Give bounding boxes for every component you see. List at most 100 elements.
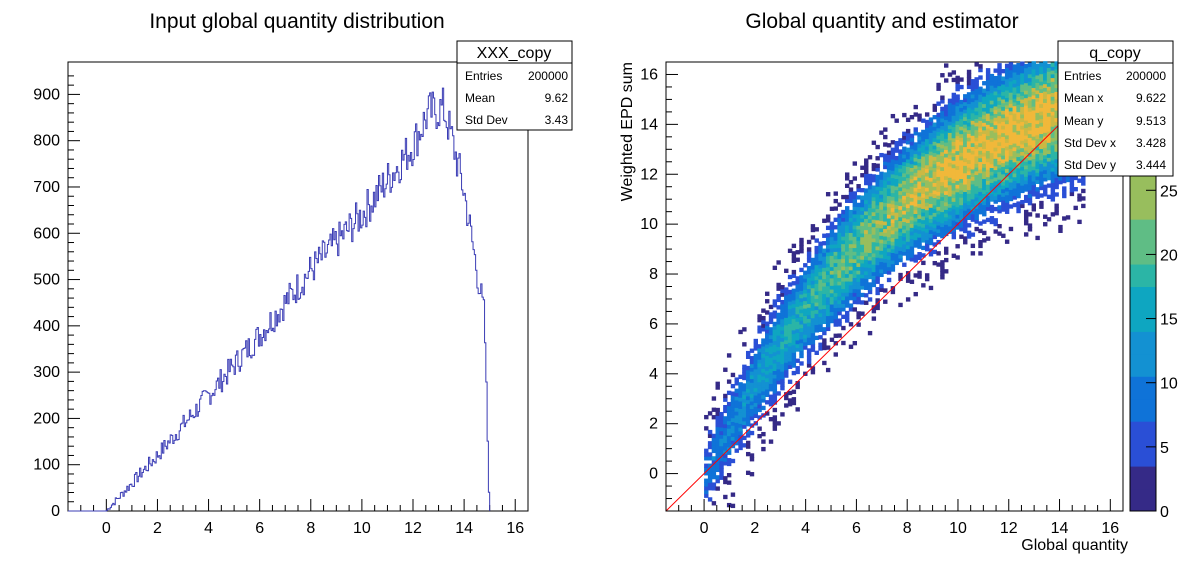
heat-cell: [993, 98, 998, 103]
heat-cell: [780, 314, 785, 320]
heat-cell: [757, 362, 762, 368]
heat-cell: [810, 261, 816, 266]
heat-cell: [1012, 142, 1017, 148]
heat-cell: [921, 133, 926, 138]
heat-cell: [1062, 175, 1067, 180]
heat-cell: [890, 192, 896, 197]
heat-cell: [963, 213, 968, 219]
heat-cell: [871, 245, 877, 250]
heat-cell: [833, 314, 838, 320]
heat-cell: [879, 171, 884, 177]
heat-cell: [795, 336, 800, 341]
heat-cell: [909, 216, 915, 221]
heat-cell: [936, 202, 941, 207]
heat-cell: [745, 451, 751, 457]
heat-cell: [864, 281, 869, 287]
heat-cell: [1043, 150, 1048, 156]
heat-cell: [726, 428, 732, 433]
heat-cell: [951, 163, 957, 169]
heat-cell: [1039, 118, 1044, 123]
x-tick-label: 2: [153, 520, 162, 537]
heat-cell: [894, 238, 899, 243]
heat-cell: [795, 332, 800, 337]
heat-cell: [959, 133, 964, 138]
heat-cell: [749, 408, 755, 413]
heat-cell: [1039, 159, 1044, 165]
heat-cell: [864, 180, 869, 186]
heat-cell: [905, 203, 911, 209]
heat-cell: [844, 183, 850, 189]
heat-cell: [921, 238, 926, 243]
heat-cell: [745, 440, 751, 446]
heat-cell: [947, 154, 953, 160]
heat-cell: [707, 456, 713, 461]
heat-cell: [959, 155, 964, 161]
heat-cell: [1008, 129, 1014, 134]
heat-cell: [780, 288, 785, 294]
heat-cell: [837, 262, 842, 267]
heat-cell: [723, 431, 728, 436]
heat-cell: [917, 229, 922, 234]
heat-cell: [982, 155, 987, 161]
heat-cell: [707, 486, 713, 491]
heat-cell: [963, 120, 968, 125]
heat-cell: [993, 162, 998, 167]
heat-cell: [753, 372, 758, 377]
heat-cell: [1001, 121, 1006, 126]
heat-cell: [883, 247, 888, 252]
heat-cell: [829, 221, 835, 226]
heat-cell: [1012, 165, 1017, 170]
heat-cell: [1054, 121, 1059, 126]
heat-cell: [719, 430, 724, 436]
heat-cell: [867, 241, 873, 246]
heat-cell: [978, 187, 983, 192]
heat-cell: [856, 213, 861, 219]
heat-cell: [1027, 84, 1033, 90]
heat-cell: [806, 352, 812, 357]
heat-cell: [1027, 73, 1033, 79]
heat-cell: [795, 306, 800, 311]
heat-cell: [993, 105, 998, 111]
heat-cell: [974, 148, 979, 153]
heat-cell: [970, 157, 976, 162]
heat-cell: [944, 224, 949, 229]
heat-cell: [898, 257, 903, 263]
heat-cell: [814, 309, 819, 314]
heat-cell: [806, 333, 812, 338]
heat-cell: [772, 415, 778, 420]
heat-cell: [1069, 188, 1075, 193]
heat-cell: [940, 110, 945, 115]
heat-cell: [871, 275, 877, 280]
heat-cell: [993, 143, 998, 148]
heat-cell: [761, 323, 766, 328]
heat-cell: [997, 145, 1002, 150]
heat-cell: [1054, 166, 1059, 171]
heat-cell: [772, 389, 778, 394]
heat-cell: [921, 182, 926, 187]
heat-cell: [757, 381, 762, 386]
heat-cell: [982, 189, 987, 194]
heat-cell: [715, 415, 720, 420]
heat-cell: [1023, 71, 1029, 76]
heat-cell: [932, 216, 937, 221]
heat-cell: [917, 143, 922, 148]
heat-cell: [883, 191, 888, 196]
heat-cell: [776, 350, 781, 355]
heat-cell: [707, 452, 713, 457]
heat-cell: [1050, 163, 1056, 168]
heat-cell: [761, 357, 766, 362]
heat-cell: [974, 174, 979, 179]
heat-cell: [974, 103, 979, 108]
heat-cell: [1050, 144, 1056, 150]
heat-cell: [924, 217, 930, 222]
heat-cell: [852, 161, 858, 166]
heat-cell: [784, 302, 789, 307]
heat-cell: [1035, 134, 1040, 140]
heat-cell: [883, 183, 888, 188]
heat-cell: [761, 338, 766, 343]
heat-cell: [867, 237, 873, 242]
heat-cell: [894, 197, 899, 202]
heat-cell: [742, 364, 747, 369]
heat-cell: [864, 214, 869, 219]
heat-cell: [711, 456, 717, 461]
